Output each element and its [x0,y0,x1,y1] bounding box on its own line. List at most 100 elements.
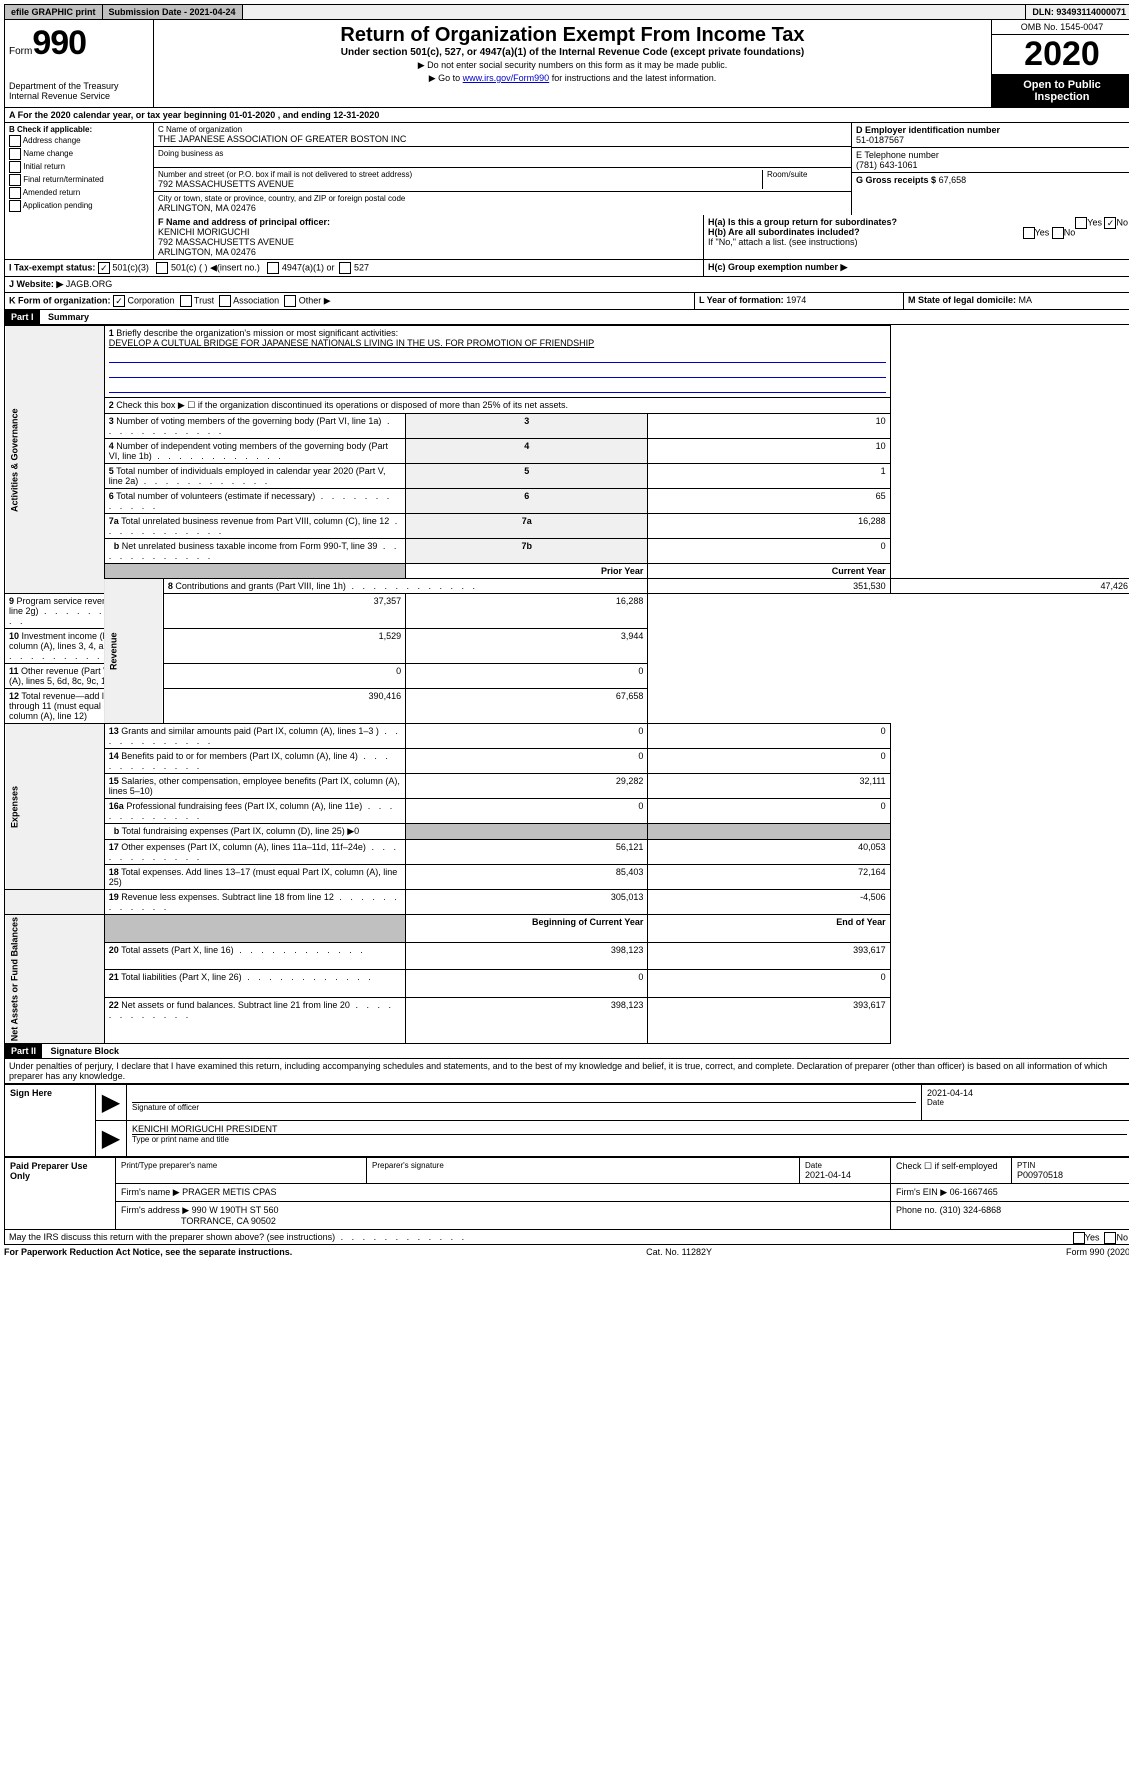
cb-501c[interactable] [156,262,168,274]
cb-discuss-yes[interactable] [1073,1232,1085,1244]
firm-ein-label: Firm's EIN ▶ [896,1187,947,1197]
line15-prior: 29,282 [406,774,648,799]
line18-text: Total expenses. Add lines 13–17 (must eq… [109,867,398,887]
f-label: F Name and address of principal officer: [158,217,699,227]
line8-text: Contributions and grants (Part VIII, lin… [175,581,478,591]
box-right: D Employer identification number 51-0187… [852,123,1129,215]
prep-sig-label: Preparer's signature [372,1161,794,1170]
form-subtitle: Under section 501(c), 527, or 4947(a)(1)… [158,47,987,58]
j-label: J Website: ▶ [9,279,63,289]
org-name: THE JAPANESE ASSOCIATION OF GREATER BOST… [158,134,847,144]
line12-prior: 390,416 [163,689,405,724]
opt-4947: 4947(a)(1) or [282,262,335,272]
opt-assoc: Association [233,295,279,305]
part2-title: Signature Block [45,1044,126,1058]
opt-other: Other ▶ [299,295,331,305]
line8-prior: 351,530 [648,579,890,594]
row-fh: F Name and address of principal officer:… [4,215,1129,260]
sign-arrow-icon: ▶ [96,1121,127,1157]
cb-discuss-no[interactable] [1104,1232,1116,1244]
line20-curr: 393,617 [648,942,890,970]
cb-address-change[interactable]: Address change [9,135,149,147]
line6-num: 6 [406,489,648,514]
gross-label: G Gross receipts $ [856,175,936,185]
section-netassets: Net Assets or Fund Balances [5,915,105,1044]
line19-text: Revenue less expenses. Subtract line 18 … [109,892,400,912]
box-c: C Name of organization THE JAPANESE ASSO… [154,123,852,215]
city-label: City or town, state or province, country… [158,194,847,203]
cb-trust[interactable] [180,295,192,307]
line13-curr: 0 [648,724,890,749]
cb-other[interactable] [284,295,296,307]
cb-527[interactable] [339,262,351,274]
k-label: K Form of organization: [9,295,111,305]
i-label: I Tax-exempt status: [9,262,95,272]
org-city: ARLINGTON, MA 02476 [158,203,847,213]
box-b-header: B Check if applicable: [9,125,149,134]
l-label: L Year of formation: [699,295,784,305]
opt-501c: 501(c) ( ) ◀(insert no.) [171,262,260,272]
part1-header: Part I Summary [4,310,1129,325]
line22-curr: 393,617 [648,998,890,1044]
prep-phone-label: Phone no. [896,1205,937,1215]
line11-curr: 0 [406,664,648,689]
line16b-curr [648,824,890,840]
preparer-table: Paid Preparer Use Only Print/Type prepar… [4,1157,1129,1230]
cb-application-pending[interactable]: Application pending [9,200,149,212]
line17-text: Other expenses (Part IX, column (A), lin… [109,842,399,862]
sign-here-label: Sign Here [5,1085,96,1157]
addr-label: Number and street (or P.O. box if mail i… [158,170,762,179]
line14-text: Benefits paid to or for members (Part IX… [109,751,391,771]
col-current: Current Year [648,564,890,579]
cb-initial-return[interactable]: Initial return [9,161,149,173]
dln: DLN: 93493114000071 [1025,5,1129,19]
line10-curr: 3,944 [406,629,648,664]
line15-curr: 32,111 [648,774,890,799]
cb-corp[interactable]: ✓ [113,295,125,307]
line21-prior: 0 [406,970,648,998]
sign-here-table: Sign Here ▶ Signature of officer 2021-04… [4,1084,1129,1157]
sig-date: 2021-04-14 [927,1088,1127,1098]
box-h: H(a) Is this a group return for subordin… [704,215,1129,259]
line3-val: 10 [648,414,890,439]
line18-prior: 85,403 [406,865,648,890]
ptin-value: P00970518 [1017,1170,1127,1180]
irs-link[interactable]: www.irs.gov/Form990 [463,73,550,83]
line16b-prior [406,824,648,840]
form-header: Form990 Department of the Treasury Inter… [4,20,1129,108]
cb-name-change[interactable]: Name change [9,148,149,160]
line16a-text: Professional fundraising fees (Part IX, … [109,801,396,821]
line16a-prior: 0 [406,799,648,824]
opt-501c3: 501(c)(3) [112,262,149,272]
cb-amended[interactable]: Amended return [9,187,149,199]
line3-text: Number of voting members of the governin… [109,416,393,436]
line17-curr: 40,053 [648,840,890,865]
ein-label: D Employer identification number [856,125,1128,135]
box-b: B Check if applicable: Address change Na… [5,123,154,215]
officer-addr2: ARLINGTON, MA 02476 [158,247,699,257]
line13-prior: 0 [406,724,648,749]
line5-num: 5 [406,464,648,489]
efile-button[interactable]: efile GRAPHIC print [5,5,103,19]
prep-check[interactable]: Check ☐ if self-employed [891,1158,1012,1184]
typed-name-label: Type or print name and title [132,1135,1127,1144]
cb-final-return[interactable]: Final return/terminated [9,174,149,186]
open-public: Open to Public Inspection [992,75,1129,107]
line20-text: Total assets (Part X, line 16) [121,945,366,955]
firm-addr1: 990 W 190TH ST 560 [192,1205,279,1215]
prep-phone: (310) 324-6868 [940,1205,1002,1215]
cb-assoc[interactable] [219,295,231,307]
part1-title: Summary [42,310,95,324]
summary-table: Activities & Governance 1 Briefly descri… [4,325,1129,1044]
cb-501c3[interactable]: ✓ [98,262,110,274]
gross-value: 67,658 [939,175,967,185]
line22-prior: 398,123 [406,998,648,1044]
line8-curr: 47,426 [890,579,1129,594]
sig-officer-label: Signature of officer [132,1103,916,1112]
discuss-row: May the IRS discuss this return with the… [4,1230,1129,1245]
ein-value: 51-0187567 [856,135,1128,145]
firm-addr2: TORRANCE, CA 90502 [181,1216,276,1226]
top-bar: efile GRAPHIC print Submission Date - 20… [4,4,1129,20]
cb-4947[interactable] [267,262,279,274]
line18-curr: 72,164 [648,865,890,890]
